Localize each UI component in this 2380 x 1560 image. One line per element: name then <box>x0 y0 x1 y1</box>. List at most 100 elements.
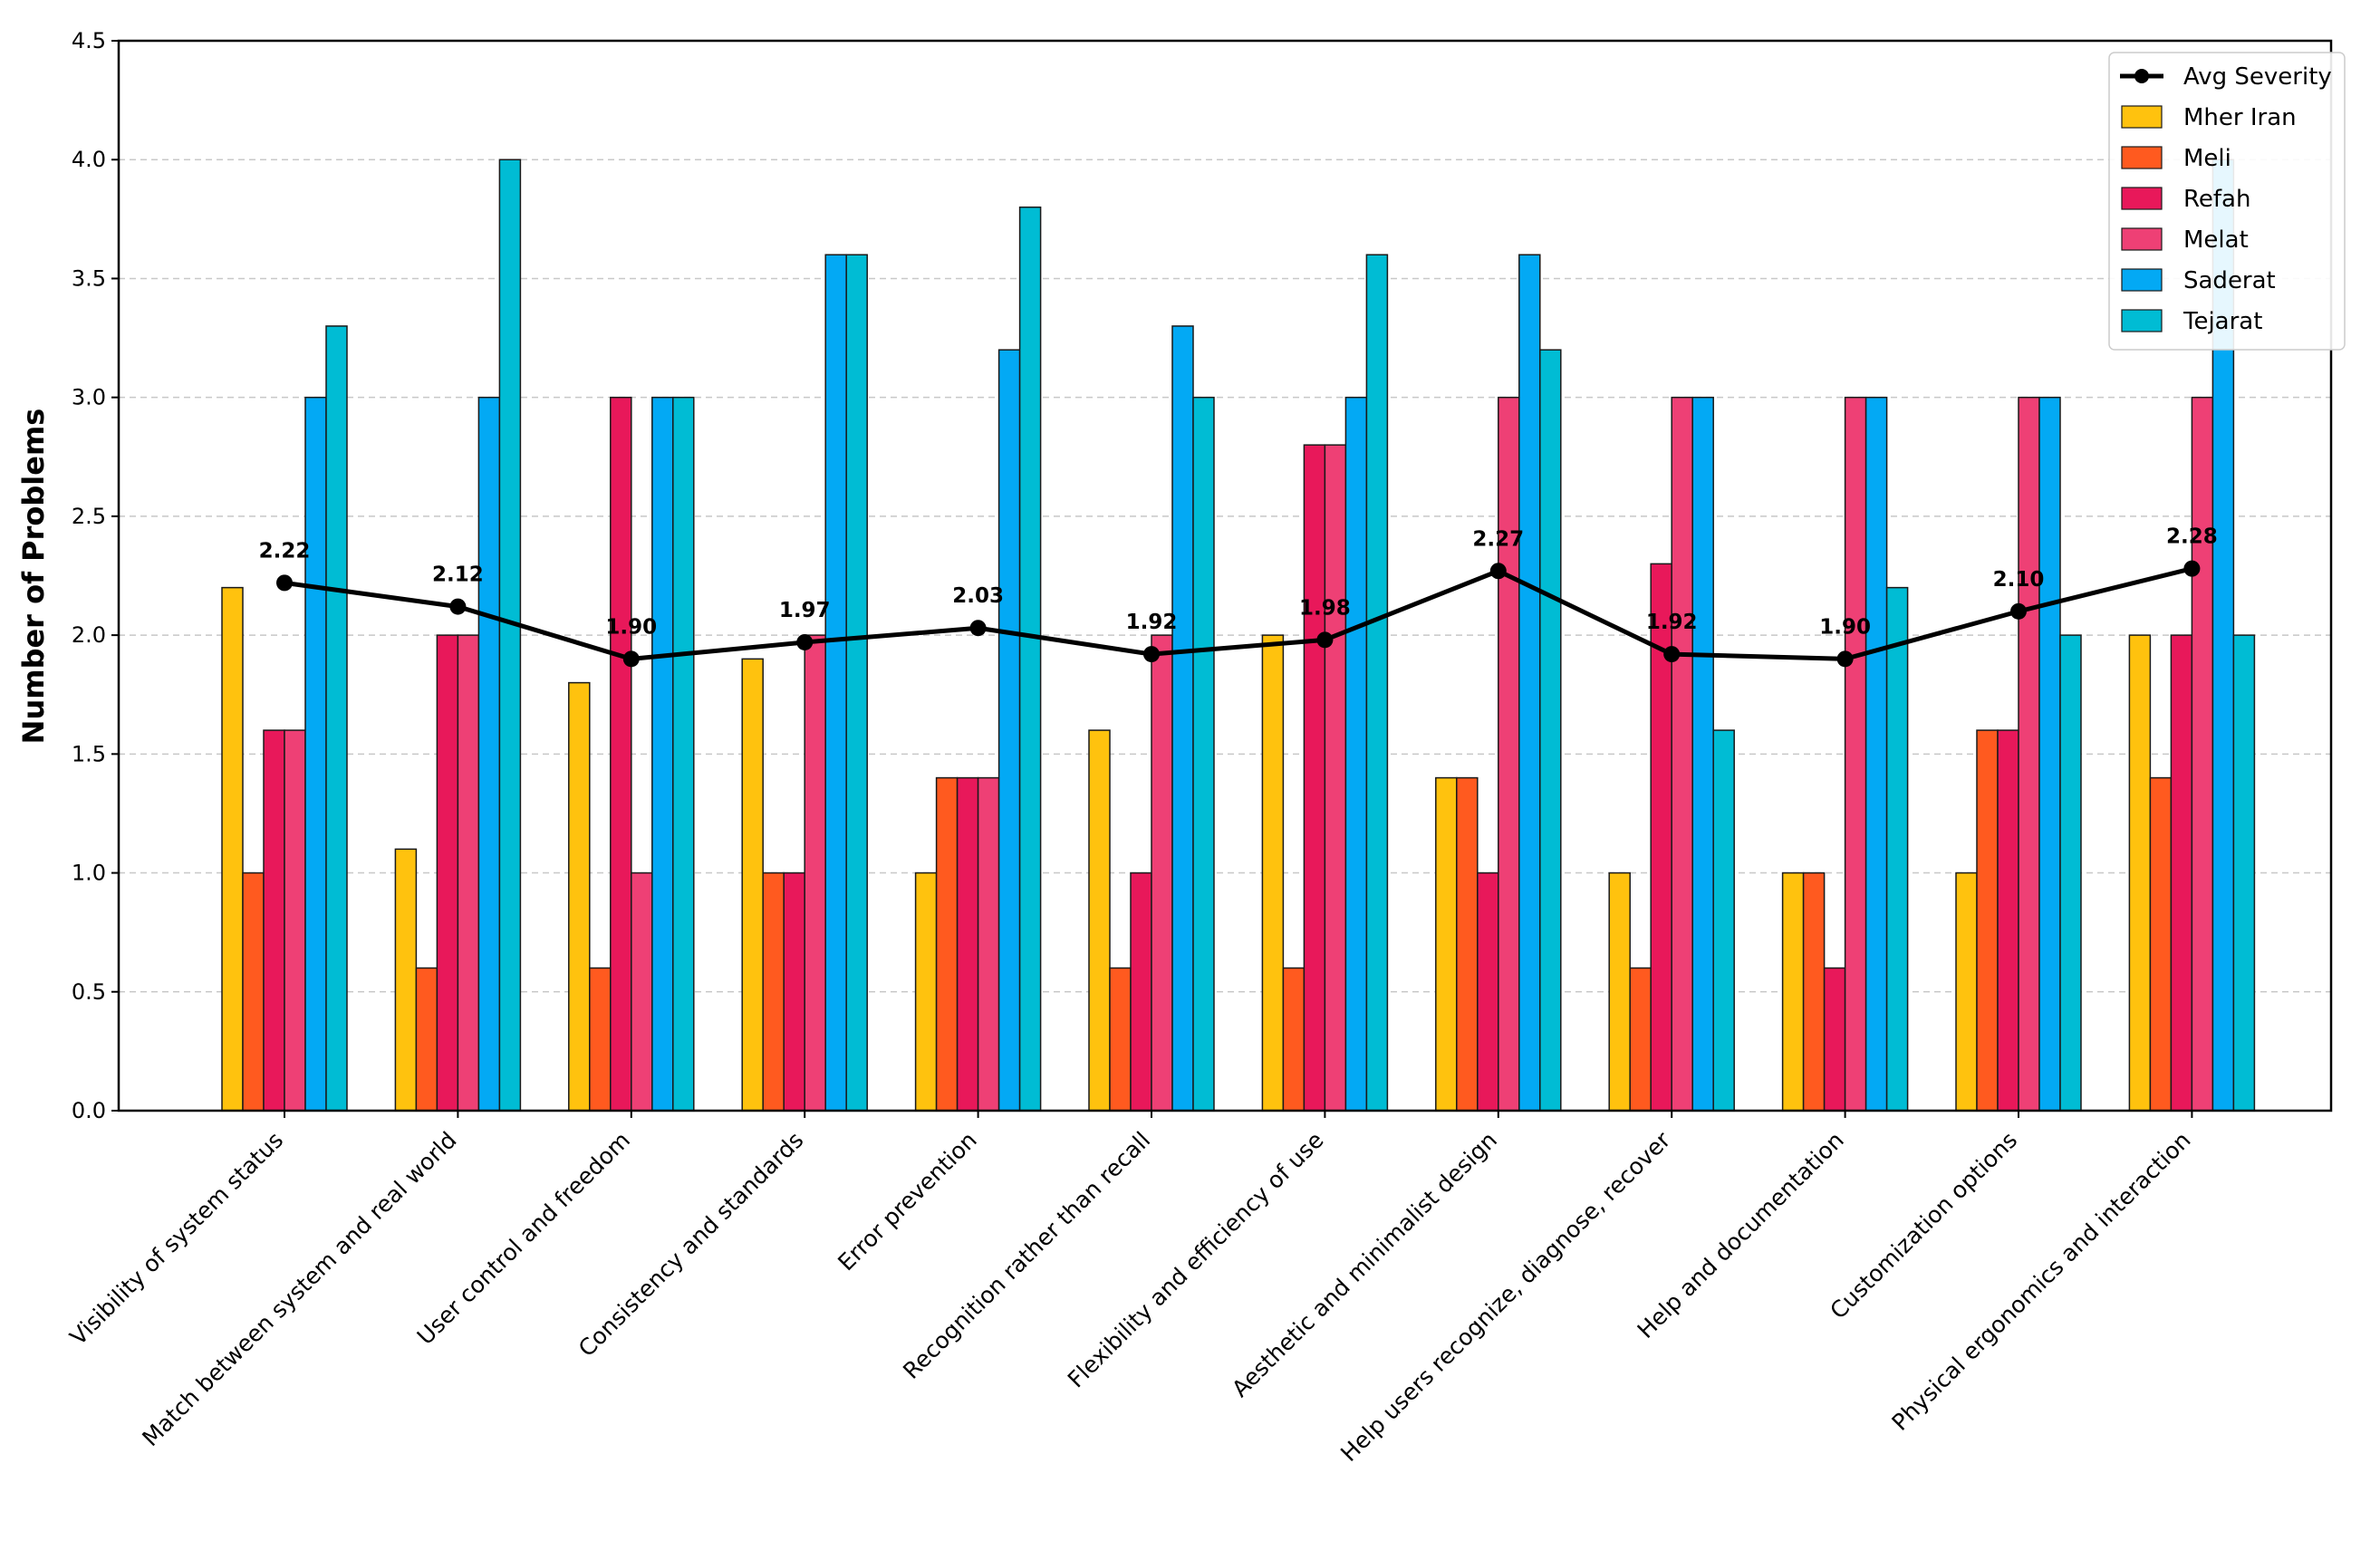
avg-severity-label: 2.27 <box>1472 527 1524 551</box>
avg-severity-point <box>1663 646 1681 663</box>
y-axis-title: Number of Problems <box>16 409 51 745</box>
bar <box>1171 325 1194 1112</box>
bar <box>783 871 805 1112</box>
y-tick-label: 0.5 <box>72 979 106 1005</box>
bar <box>956 776 979 1112</box>
avg-severity-label: 1.92 <box>1646 611 1698 634</box>
x-tick-label: Error prevention <box>833 1127 982 1276</box>
bar <box>568 681 591 1112</box>
bar <box>1629 967 1652 1112</box>
legend: Avg Severity Mher Iran Meli Refah Melat Sader… <box>2108 52 2346 351</box>
bar <box>242 871 265 1112</box>
y-tick-label: 3.0 <box>72 385 106 410</box>
bar <box>1885 586 1909 1112</box>
bar <box>631 871 653 1112</box>
bar <box>2128 634 2152 1112</box>
bar <box>672 396 695 1112</box>
bar <box>1303 444 1326 1112</box>
bar <box>415 967 438 1112</box>
avg-severity-point <box>1489 563 1507 580</box>
bar <box>824 254 847 1112</box>
bar <box>1192 396 1215 1112</box>
bar <box>2018 396 2040 1112</box>
y-tick-label: 3.5 <box>72 265 106 291</box>
bar <box>221 586 244 1112</box>
avg-severity-point <box>1316 631 1334 649</box>
avg-severity-label: 2.28 <box>2166 525 2218 549</box>
avg-severity-label: 1.98 <box>1299 596 1351 620</box>
legend-swatch <box>2121 146 2163 169</box>
bar <box>1151 634 1173 1112</box>
bar <box>589 967 612 1112</box>
bar <box>436 634 459 1112</box>
bar <box>610 396 632 1112</box>
x-tick-label: Match between system and real world <box>137 1127 461 1451</box>
avg-severity-label: 2.03 <box>952 584 1004 608</box>
avg-severity-point <box>1836 650 1854 668</box>
bar <box>304 396 327 1112</box>
bar <box>1456 776 1479 1112</box>
x-tick-label: Physical ergonomics and interaction <box>1887 1127 2196 1436</box>
y-tick-label: 1.5 <box>72 741 106 766</box>
bar <box>762 871 785 1112</box>
bar <box>1498 396 1520 1112</box>
bar <box>914 871 938 1112</box>
bar <box>477 396 501 1112</box>
x-tick-label: Help users recognize, diagnose, recover <box>1335 1126 1676 1467</box>
avg-severity-polyline <box>284 566 2192 661</box>
avg-severity-label: 2.10 <box>1993 568 2045 592</box>
avg-severity-point <box>796 633 814 650</box>
bar <box>1976 729 1999 1112</box>
avg-severity-point <box>969 620 987 637</box>
plot-frame <box>117 39 2333 1112</box>
y-tick-label: 0.0 <box>72 1098 106 1123</box>
x-tick-label: Help and documentation <box>1633 1127 1849 1343</box>
y-tick-label: 4.5 <box>72 28 106 53</box>
bar <box>263 729 285 1112</box>
bar <box>1344 396 1368 1112</box>
bar <box>1282 967 1306 1112</box>
legend-swatch <box>2121 309 2163 332</box>
bar <box>325 325 348 1112</box>
bar <box>997 349 1021 1112</box>
bar <box>1130 871 1152 1112</box>
legend-label: Melat <box>2183 226 2249 254</box>
bar <box>2059 634 2082 1112</box>
bar <box>1781 871 1805 1112</box>
x-tick-label: Customization options <box>1825 1127 2022 1324</box>
avg-severity-point <box>2010 602 2027 620</box>
legend-label: Mher Iran <box>2183 104 2297 131</box>
bar <box>845 254 868 1112</box>
bar <box>1365 254 1389 1112</box>
legend-label: Avg Severity <box>2183 63 2332 91</box>
bar <box>1324 444 1347 1112</box>
y-tick-label: 4.0 <box>72 147 106 172</box>
legend-swatch <box>2121 268 2163 292</box>
avg-severity-point <box>449 598 467 615</box>
y-tick-label: 1.0 <box>72 861 106 886</box>
avg-severity-label: 1.97 <box>779 599 831 622</box>
legend-swatch <box>2121 227 2163 251</box>
bar <box>1691 396 1714 1112</box>
legend-label: Saderat <box>2183 267 2276 294</box>
avg-severity-line: 2.22 2.12 1.90 1.97 2.03 1.92 1.98 2.27 1.92 1.90… <box>259 525 2218 668</box>
bar <box>1997 729 2019 1112</box>
bar <box>1018 206 1042 1112</box>
bar <box>1823 967 1846 1112</box>
bar <box>1712 729 1735 1112</box>
bar <box>1435 776 1458 1112</box>
bar <box>1844 396 1867 1112</box>
bars <box>221 159 2256 1112</box>
legend-box <box>2108 52 2346 351</box>
bar <box>651 396 674 1112</box>
y-tick-label: 2.0 <box>72 622 106 648</box>
avg-severity-point <box>2183 560 2201 577</box>
bar <box>1864 396 1888 1112</box>
legend-swatch <box>2121 187 2163 210</box>
bar <box>284 729 306 1112</box>
bar <box>804 634 826 1112</box>
bar <box>741 658 764 1112</box>
bar <box>2232 634 2256 1112</box>
bar <box>498 159 522 1112</box>
